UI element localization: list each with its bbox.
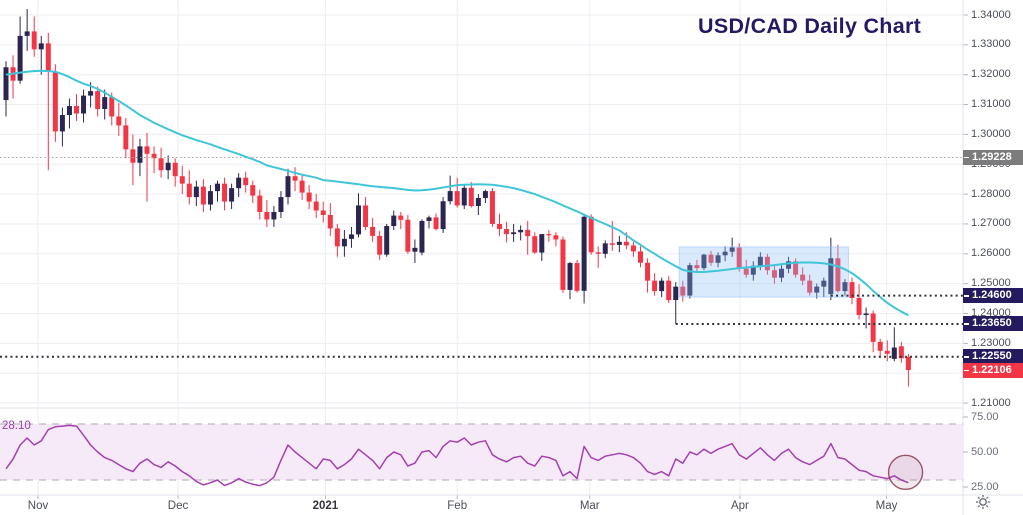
flag-tick bbox=[964, 323, 969, 325]
time-axis-label-apr: Apr bbox=[730, 500, 749, 512]
time-axis-label-dec: Dec bbox=[167, 500, 189, 512]
price-level-flag: 1.29228 bbox=[963, 149, 1023, 165]
price-axis-label: 1.28000 bbox=[971, 187, 1011, 200]
price-axis-label: 1.21000 bbox=[971, 396, 1011, 409]
rsi-value-label: 28.10 bbox=[2, 420, 31, 432]
price-level-flag: 1.22550 bbox=[963, 349, 1023, 365]
flag-tick bbox=[964, 295, 969, 297]
price-level-flag: 1.23650 bbox=[963, 316, 1023, 332]
price-axis-label: 1.34000 bbox=[971, 8, 1011, 21]
price-axis-label: 1.24000 bbox=[971, 307, 1011, 319]
price-axis-label: 1.23000 bbox=[971, 336, 1011, 349]
price-level-flag: 1.24600 bbox=[963, 288, 1023, 304]
time-axis-label-feb: Feb bbox=[447, 500, 468, 512]
last-price-flag: 1.22106 bbox=[963, 362, 1023, 378]
price-axis-label: 1.25000 bbox=[971, 277, 1011, 290]
time-axis-label-2021: 2021 bbox=[312, 500, 339, 512]
price-axis-label: 1.27000 bbox=[971, 217, 1011, 230]
rsi-scale-label: 50.00 bbox=[971, 445, 999, 458]
rsi-scale-label: 25.00 bbox=[971, 480, 999, 493]
chart-settings-gear-icon[interactable] bbox=[975, 494, 991, 510]
chart-title: USD/CAD Daily Chart bbox=[698, 14, 922, 38]
price-axis-label: 1.33000 bbox=[971, 38, 1011, 51]
flag-tick bbox=[964, 356, 969, 358]
price-axis-label: 1.32000 bbox=[971, 68, 1011, 81]
price-axis-label: 1.26000 bbox=[971, 247, 1011, 260]
price-axis-label: 1.30000 bbox=[971, 127, 1011, 140]
flag-tick bbox=[964, 156, 969, 159]
flag-tick bbox=[964, 369, 969, 372]
rsi-scale-label: 75.00 bbox=[971, 410, 999, 423]
time-axis-label-mar: Mar bbox=[579, 500, 600, 512]
time-axis-label-nov: Nov bbox=[27, 500, 49, 512]
price-axis-label: 1.31000 bbox=[971, 98, 1011, 111]
time-axis-label-may: May bbox=[875, 500, 898, 512]
